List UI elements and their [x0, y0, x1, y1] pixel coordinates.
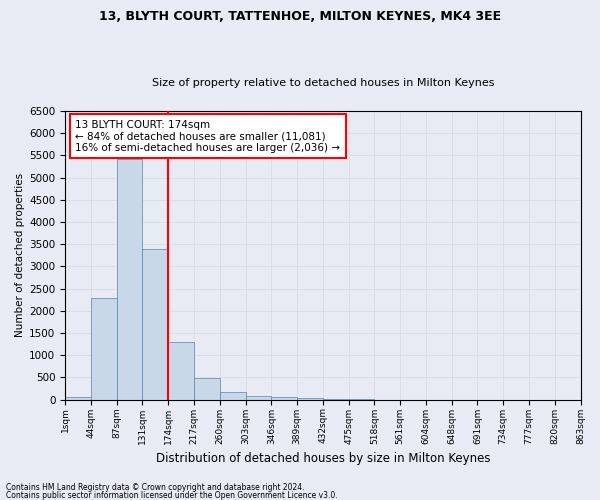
- Text: Contains public sector information licensed under the Open Government Licence v3: Contains public sector information licen…: [6, 490, 338, 500]
- Bar: [168, 342, 194, 400]
- Text: 13, BLYTH COURT, TATTENHOE, MILTON KEYNES, MK4 3EE: 13, BLYTH COURT, TATTENHOE, MILTON KEYNE…: [99, 10, 501, 23]
- Bar: [194, 378, 220, 400]
- Bar: [297, 398, 323, 400]
- Text: 13 BLYTH COURT: 174sqm
← 84% of detached houses are smaller (11,081)
16% of semi: 13 BLYTH COURT: 174sqm ← 84% of detached…: [76, 120, 340, 153]
- Bar: [323, 399, 349, 400]
- Bar: [245, 396, 271, 400]
- Y-axis label: Number of detached properties: Number of detached properties: [15, 174, 25, 338]
- Bar: [271, 397, 297, 400]
- Title: Size of property relative to detached houses in Milton Keynes: Size of property relative to detached ho…: [152, 78, 494, 88]
- X-axis label: Distribution of detached houses by size in Milton Keynes: Distribution of detached houses by size …: [155, 452, 490, 465]
- Text: Contains HM Land Registry data © Crown copyright and database right 2024.: Contains HM Land Registry data © Crown c…: [6, 484, 305, 492]
- Bar: [65, 397, 91, 400]
- Bar: [220, 392, 245, 400]
- Bar: [116, 158, 142, 400]
- Bar: [91, 298, 116, 400]
- Bar: [142, 248, 168, 400]
